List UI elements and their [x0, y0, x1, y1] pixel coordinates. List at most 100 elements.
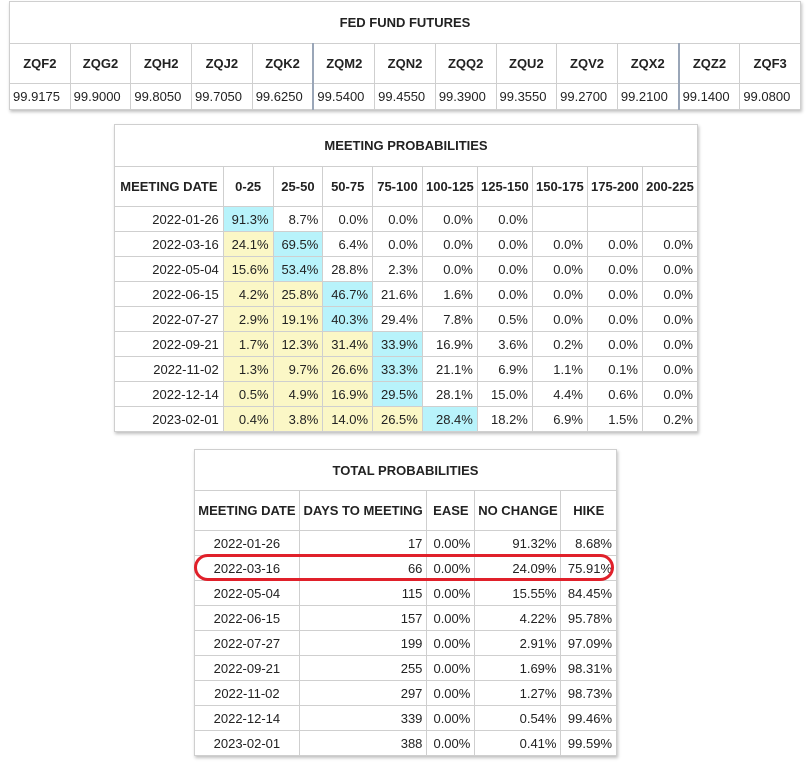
futures-price-cell: 99.8050 — [130, 83, 193, 110]
total-probabilities-title: TOTAL PROBABILITIES — [194, 449, 617, 491]
meeting-probabilities-column-header: MEETING DATE — [114, 166, 224, 207]
probability-cell: 0.2% — [531, 331, 588, 357]
no-change-cell: 0.54% — [474, 705, 562, 731]
futures-code-header: ZQJ2 — [191, 43, 253, 84]
probability-cell: 0.0% — [476, 281, 533, 307]
hike-cell: 84.45% — [560, 580, 617, 606]
total-probabilities-column-header: NO CHANGE — [474, 490, 562, 531]
probability-cell: 0.0% — [476, 206, 533, 232]
probability-cell: 4.4% — [531, 381, 588, 407]
meeting-date-cell: 2022-03-16 — [194, 555, 300, 581]
probability-cell: 0.1% — [586, 356, 643, 382]
no-change-cell: 1.27% — [474, 680, 562, 706]
probability-cell: 0.0% — [372, 206, 423, 232]
meeting-probabilities-column-header: 200-225 — [641, 166, 699, 207]
table-row: 2022-12-14 0.5% 4.9% 16.9% 29.5% 28.1% 15.0% 4.… — [114, 381, 699, 407]
table-row: 2022-12-14 339 0.00% 0.54% 99.46% — [194, 705, 617, 731]
ease-cell: 0.00% — [426, 630, 476, 656]
table-row: 2022-06-15 157 0.00% 4.22% 95.78% — [194, 605, 617, 631]
meeting-probabilities-column-header: 100-125 — [421, 166, 478, 207]
meeting-date-cell: 2023-02-01 — [114, 406, 224, 432]
meeting-date-cell: 2022-09-21 — [114, 331, 224, 357]
meeting-date-cell: 2022-03-16 — [114, 231, 224, 257]
futures-price-cell: 99.1400 — [677, 83, 741, 110]
meeting-date-cell: 2022-06-15 — [194, 605, 300, 631]
probability-cell: 15.0% — [476, 381, 533, 407]
hike-cell: 8.68% — [560, 530, 617, 556]
probability-cell: 24.1% — [222, 231, 274, 257]
futures-price-cell: 99.0800 — [739, 83, 801, 110]
probability-cell — [586, 206, 643, 232]
ease-cell: 0.00% — [426, 655, 476, 681]
probability-cell: 0.5% — [222, 381, 274, 407]
hike-cell: 99.59% — [560, 730, 617, 756]
total-probabilities-column-header: EASE — [426, 490, 476, 531]
futures-code-header: ZQK2 — [251, 43, 314, 84]
probability-cell: 53.4% — [272, 256, 324, 282]
total-probabilities-column-header: MEETING DATE — [194, 490, 300, 531]
probability-cell: 0.0% — [372, 231, 423, 257]
futures-price-cell: 99.3900 — [434, 83, 497, 110]
meeting-probabilities-header-row: MEETING DATE 0-25 25-50 50-75 75-100 100-125 1… — [114, 166, 699, 207]
probability-cell: 0.2% — [641, 406, 699, 432]
meeting-date-cell: 2022-05-04 — [114, 256, 224, 282]
hike-cell: 98.73% — [560, 680, 617, 706]
probability-cell: 0.0% — [531, 256, 588, 282]
meeting-probabilities-column-header: 75-100 — [372, 166, 423, 207]
days-to-meeting-cell: 157 — [298, 605, 428, 631]
probability-cell: 9.7% — [272, 356, 324, 382]
table-row: 2023-02-01 0.4% 3.8% 14.0% 26.5% 28.4% 18.2% 6.… — [114, 406, 699, 432]
meeting-date-cell: 2022-07-27 — [114, 306, 224, 332]
probability-cell: 12.3% — [272, 331, 324, 357]
table-row: 2022-09-21 255 0.00% 1.69% 98.31% — [194, 655, 617, 681]
probability-cell: 33.9% — [372, 331, 423, 357]
probability-cell: 19.1% — [272, 306, 324, 332]
ease-cell: 0.00% — [426, 680, 476, 706]
hike-cell: 99.46% — [560, 705, 617, 731]
probability-cell: 0.0% — [421, 231, 478, 257]
probability-cell: 0.0% — [531, 231, 588, 257]
futures-price-row: 99.9175 99.9000 99.8050 99.7050 99.6250 99.54… — [9, 83, 801, 110]
probability-cell: 0.0% — [641, 306, 699, 332]
total-probabilities-header-row: MEETING DATE DAYS TO MEETING EASE NO CHANGE… — [194, 490, 617, 531]
futures-price-cell: 99.7050 — [191, 83, 253, 110]
table-row: 2022-03-16 24.1% 69.5% 6.4% 0.0% 0.0% 0.0% 0.0%… — [114, 231, 699, 257]
futures-code-header: ZQX2 — [616, 43, 680, 84]
meeting-probabilities-column-header: 0-25 — [222, 166, 274, 207]
probability-cell — [531, 206, 588, 232]
probability-cell: 91.3% — [222, 206, 274, 232]
table-row: 2022-06-15 4.2% 25.8% 46.7% 21.6% 1.6% 0.0% 0.0… — [114, 281, 699, 307]
table-row: 2022-11-02 1.3% 9.7% 26.6% 33.3% 21.1% 6.9% 1.1… — [114, 356, 699, 382]
no-change-cell: 2.91% — [474, 630, 562, 656]
probability-cell: 0.0% — [421, 256, 478, 282]
futures-price-cell: 99.4550 — [374, 83, 436, 110]
meeting-date-cell: 2023-02-01 — [194, 730, 300, 756]
days-to-meeting-cell: 115 — [298, 580, 428, 606]
futures-price-cell: 99.5400 — [312, 83, 376, 110]
days-to-meeting-cell: 199 — [298, 630, 428, 656]
probability-cell: 4.2% — [222, 281, 274, 307]
probability-cell: 0.0% — [421, 206, 478, 232]
table-row: 2022-01-26 91.3% 8.7% 0.0% 0.0% 0.0% 0.0% — [114, 206, 699, 232]
meeting-probabilities-column-header: 50-75 — [322, 166, 374, 207]
futures-code-header: ZQF3 — [739, 43, 801, 84]
meeting-date-cell: 2022-05-04 — [194, 580, 300, 606]
meeting-probabilities-column-header: 125-150 — [476, 166, 533, 207]
table-row: 2022-09-21 1.7% 12.3% 31.4% 33.9% 16.9% 3.6% 0.… — [114, 331, 699, 357]
probability-cell: 33.3% — [372, 356, 423, 382]
futures-code-header: ZQF2 — [9, 43, 71, 84]
no-change-cell: 4.22% — [474, 605, 562, 631]
ease-cell: 0.00% — [426, 730, 476, 756]
probability-cell: 0.0% — [476, 231, 533, 257]
futures-price-cell: 99.3550 — [495, 83, 558, 110]
futures-code-header: ZQU2 — [495, 43, 558, 84]
probability-cell: 6.9% — [531, 406, 588, 432]
meeting-date-cell: 2022-11-02 — [194, 680, 300, 706]
fed-fund-futures-table: FED FUND FUTURES ZQF2 ZQG2 ZQH2 ZQJ2 ZQK2 ZQM… — [9, 1, 801, 110]
meeting-date-cell: 2022-09-21 — [194, 655, 300, 681]
no-change-cell: 24.09% — [474, 555, 562, 581]
futures-code-header: ZQZ2 — [677, 43, 741, 84]
no-change-cell: 1.69% — [474, 655, 562, 681]
probability-cell: 26.6% — [322, 356, 374, 382]
probability-cell: 46.7% — [322, 281, 374, 307]
